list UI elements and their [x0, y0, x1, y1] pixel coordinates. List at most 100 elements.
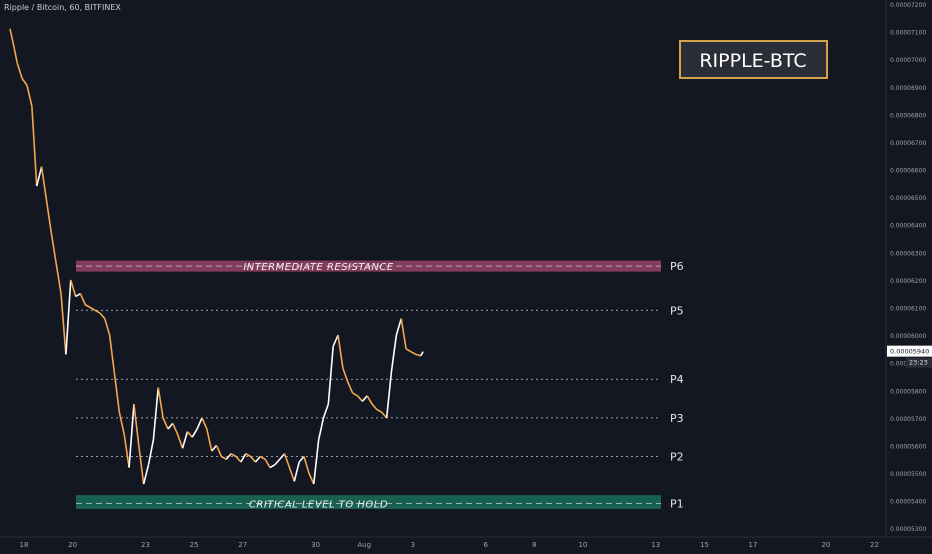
countdown-box: [906, 357, 932, 368]
level-label-p6: P6: [670, 260, 684, 273]
price-segment: [322, 403, 330, 419]
price-segment: [118, 412, 125, 435]
price-segment: [395, 318, 402, 336]
y-tick-label: 0.00005700: [890, 416, 926, 423]
x-tick-label: Aug: [357, 541, 371, 549]
price-segment: [133, 403, 140, 446]
symbol-header: Ripple / Bitcoin, 60, BITFINEX: [4, 3, 121, 12]
title-badge-text: RIPPLE-BTC: [699, 50, 806, 72]
y-tick-label: 0.00006900: [890, 85, 926, 92]
price-segment: [356, 395, 363, 402]
price-segment: [215, 445, 223, 457]
price-segment: [312, 439, 320, 485]
y-tick-label: 0.00006000: [890, 333, 926, 340]
price-segment: [308, 472, 315, 485]
price-segment: [99, 312, 106, 320]
price-segment: [361, 395, 368, 402]
price-segment: [40, 166, 48, 201]
price-segment: [366, 395, 373, 405]
price-segment: [157, 387, 164, 419]
price-segment: [264, 458, 271, 468]
level-label-p3: P3: [670, 412, 684, 425]
y-tick-label: 0.00007100: [890, 30, 926, 37]
y-tick-label: 0.00006100: [890, 306, 926, 313]
price-segment: [108, 334, 116, 374]
x-tick-label: 13: [651, 541, 660, 549]
price-segment: [113, 373, 121, 413]
level-label-p5: P5: [670, 304, 684, 317]
price-segment: [249, 455, 257, 463]
x-tick-label: 20: [68, 541, 77, 549]
price-segment: [410, 350, 417, 356]
y-tick-label: 0.00006200: [890, 278, 926, 285]
price-segment: [279, 453, 286, 460]
price-segment: [152, 387, 160, 441]
price-segment: [240, 453, 247, 463]
price-segment: [26, 85, 33, 107]
price-segment: [371, 403, 378, 411]
price-segment: [274, 458, 281, 466]
price-segment: [390, 334, 398, 372]
price-segment: [347, 381, 354, 394]
price-segment: [162, 417, 169, 430]
zone-text-p1: CRITICAL LEVEL TO HOLD: [249, 499, 388, 510]
price-segment: [415, 353, 421, 357]
y-tick-label: 0.00006800: [890, 112, 926, 119]
level-zone-p1: [76, 495, 661, 509]
price-segment: [186, 431, 193, 438]
x-tick-label: 23: [141, 541, 150, 549]
price-segment: [254, 455, 261, 463]
price-segment: [35, 166, 43, 187]
y-tick-label: 0.00005500: [890, 471, 926, 478]
x-tick-label: 6: [483, 541, 488, 549]
y-tick-label: 0.00006400: [890, 223, 926, 230]
price-segment: [245, 453, 251, 458]
price-segment: [293, 461, 300, 482]
price-segment: [405, 348, 412, 353]
x-tick-label: 30: [311, 541, 320, 549]
y-tick-label: 0.00006600: [890, 168, 926, 175]
price-segment: [376, 408, 383, 414]
current-price-label: 0.00005940: [890, 348, 929, 356]
price-segment: [94, 309, 101, 314]
price-segment: [21, 78, 28, 86]
price-segment: [269, 464, 276, 469]
price-segment: [385, 370, 393, 418]
price-segment: [12, 45, 19, 64]
y-tick-label: 0.00005600: [890, 443, 926, 450]
price-segment: [147, 439, 155, 465]
price-segment: [45, 199, 53, 234]
price-segment: [9, 28, 15, 46]
price-segment: [225, 453, 232, 460]
price-segment: [128, 404, 135, 468]
price-segment: [303, 456, 310, 474]
zone-text-p6: INTERMEDIATE RESISTANCE: [243, 262, 394, 273]
price-segment: [104, 318, 111, 336]
level-label-p1: P1: [670, 497, 684, 510]
price-segment: [201, 417, 208, 430]
price-segment: [60, 293, 67, 355]
x-tick-label: 25: [190, 541, 199, 549]
price-segment: [327, 346, 334, 405]
price-segment: [298, 455, 305, 463]
price-segment: [221, 455, 227, 460]
y-tick-label: 0.00005400: [890, 499, 926, 506]
price-segment: [75, 293, 81, 298]
y-tick-label: 0.00007200: [890, 2, 926, 9]
price-segment: [69, 279, 77, 297]
price-segment: [176, 434, 184, 449]
x-tick-label: 15: [700, 541, 709, 549]
price-segment: [191, 428, 198, 438]
price-segment: [137, 445, 145, 485]
price-segment: [352, 392, 358, 397]
price-segment: [211, 444, 218, 452]
price-segment: [230, 453, 237, 458]
level-label-p4: P4: [670, 373, 684, 386]
price-segment: [123, 434, 130, 468]
price-segment: [89, 306, 96, 311]
price-segment: [196, 417, 203, 430]
x-tick-label: 27: [238, 541, 247, 549]
price-segment: [235, 455, 242, 463]
y-tick-label: 0.00006700: [890, 140, 926, 147]
